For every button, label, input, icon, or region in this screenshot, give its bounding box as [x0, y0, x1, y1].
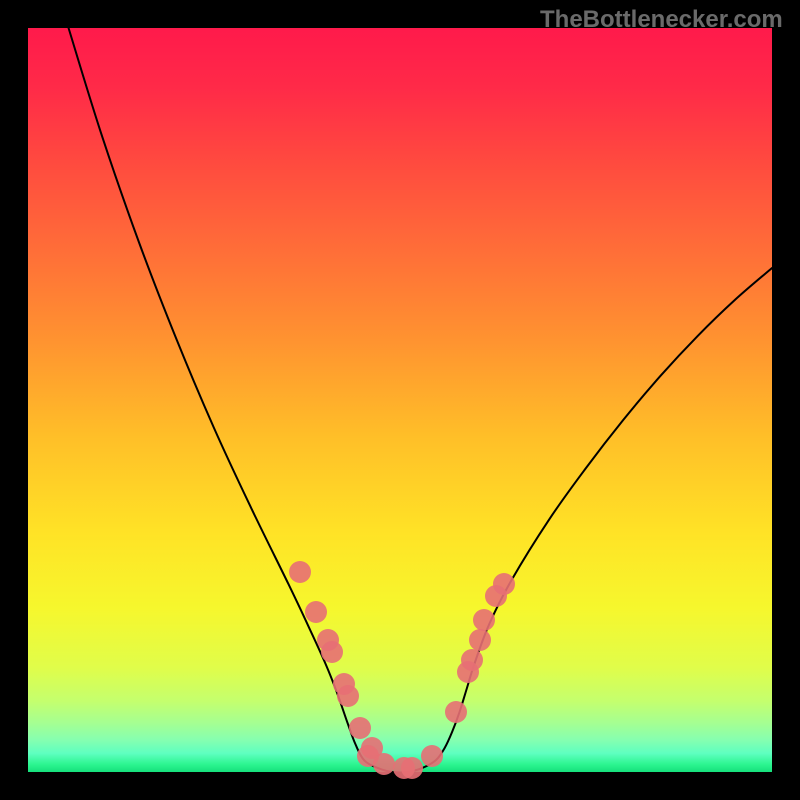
plot-area [28, 28, 772, 772]
data-point [289, 561, 311, 583]
data-point [445, 701, 467, 723]
data-point [305, 601, 327, 623]
data-point [373, 753, 395, 775]
data-point [321, 641, 343, 663]
data-point [461, 649, 483, 671]
chart-container: TheBottlenecker.com [0, 0, 800, 800]
data-point [473, 609, 495, 631]
data-point [469, 629, 491, 651]
data-point [421, 745, 443, 767]
data-point [349, 717, 371, 739]
points-layer [28, 28, 772, 772]
data-point [337, 685, 359, 707]
data-point [493, 573, 515, 595]
watermark-text: TheBottlenecker.com [540, 6, 783, 34]
data-point [401, 757, 423, 779]
